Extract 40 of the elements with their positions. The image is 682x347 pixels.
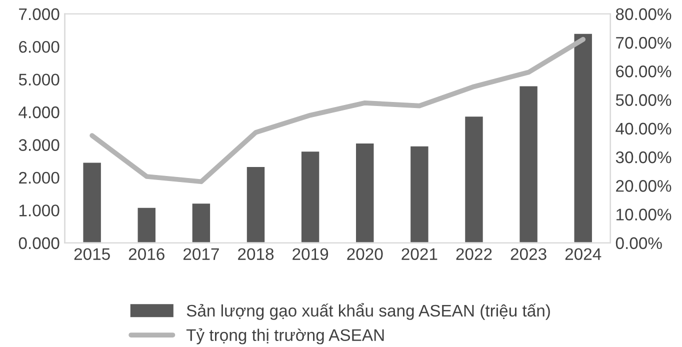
y-tick-label: 4.000 [18,106,60,118]
bar [190,202,212,243]
bar [82,161,102,243]
bar [464,115,484,243]
y-tick-label: 6.000 [19,41,60,53]
y-tick-label: 2.000 [19,172,60,184]
bar [518,84,539,243]
line-series [90,36,586,184]
bar [300,150,321,243]
x-tick-label: 2021 [402,248,438,260]
x-tick-label: 2016 [128,248,164,260]
y-tick-label: 7.000 [19,8,60,20]
x-tick-label: 2022 [456,248,492,260]
y2-tick-label: 20.00% [616,180,672,192]
y2-tick-label: 70.00% [616,36,672,49]
legend-label: Tỷ trọng thị trường ASEAN [186,328,384,344]
y-tick-label: 1.000 [19,204,60,216]
x-tick-label: 2020 [347,248,383,260]
x-tick-label: 2023 [510,248,546,260]
y2-tick-label: 50.00% [616,94,672,106]
y2-tick-label: 40.00% [616,122,672,135]
x-tick-label: 2019 [292,248,328,260]
bar [409,145,430,243]
y2-tick-label: 0.00% [616,237,662,250]
y2-tick-label: 10.00% [616,208,672,220]
y2-tick-label: 80.00% [616,8,672,20]
bar [246,166,266,243]
y-tick-label: 0.000 [18,237,60,250]
bar [136,206,157,243]
y2-tick-label: 60.00% [616,66,672,78]
x-tick-label: 2015 [74,248,110,260]
y-tick-label: 5.000 [18,74,60,86]
y2-tick-label: 30.00% [616,151,672,164]
bar [572,32,594,243]
y-tick-label: 3.000 [18,139,60,151]
x-tick-label: 2017 [183,248,219,260]
x-tick-label: 2018 [238,248,274,260]
x-tick-label: 2024 [565,248,602,260]
bar [354,142,376,243]
legend-label: Sản lượng gạo xuất khẩu sang ASEAN (triệu tấn) [186,303,550,320]
